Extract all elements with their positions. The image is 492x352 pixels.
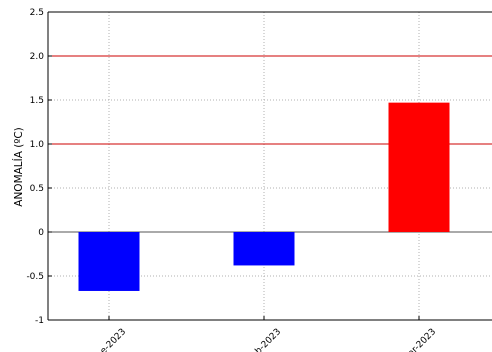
y-tick-label: 0.5 — [30, 184, 44, 194]
bar-feb-2023 — [233, 232, 295, 266]
y-tick-label: 2.0 — [30, 52, 45, 62]
y-tick-label: -1 — [35, 316, 44, 326]
y-tick-label: 2.5 — [30, 8, 44, 18]
bar-ene-2023 — [78, 232, 140, 291]
x-tick-label: Ene-2023 — [91, 327, 129, 352]
x-tick-label: Feb-2023 — [246, 327, 283, 352]
y-tick-label: 1.5 — [30, 96, 44, 106]
y-tick-label: -0.5 — [26, 272, 44, 282]
axes — [47, 11, 492, 321]
tick-labels: -1 -0.5 0 0.5 1.0 1.5 2.0 2.5 Ene-2023 Feb-2023 Ma… — [26, 8, 438, 352]
bar-mar-2023 — [388, 102, 450, 232]
y-tick-label: 1.0 — [30, 140, 45, 150]
y-axis-label: ANOMALÍA (ºC) — [12, 127, 25, 206]
x-tick-label: Mar-2023 — [401, 327, 438, 352]
y-tick-label: 0 — [38, 228, 44, 238]
bars — [78, 102, 450, 291]
